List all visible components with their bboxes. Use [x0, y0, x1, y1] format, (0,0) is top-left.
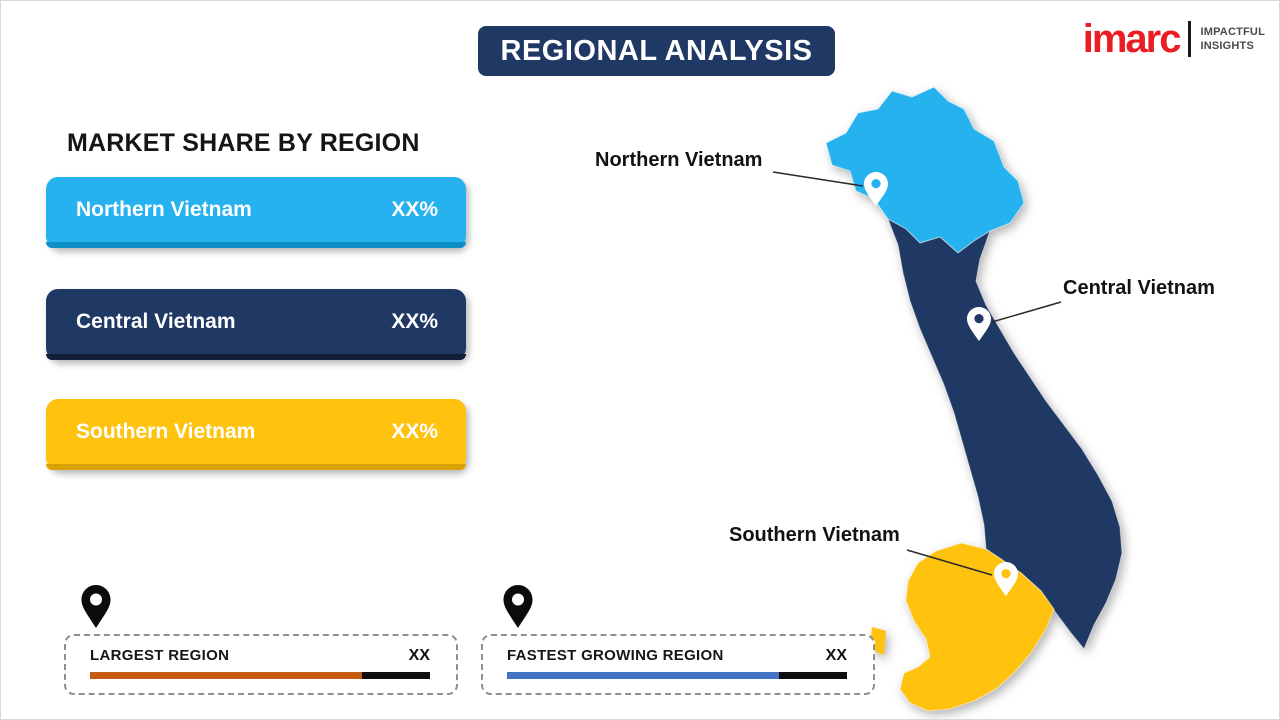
legend-box-largest-region: LARGEST REGION XX — [64, 634, 458, 695]
logo-tagline: IMPACTFUL INSIGHTS — [1200, 25, 1265, 54]
region-card-label: Southern Vietnam — [76, 419, 256, 443]
pin-hole — [512, 593, 524, 606]
region-card-label: Northern Vietnam — [76, 197, 252, 221]
legend-row: FASTEST GROWING REGION XX — [483, 636, 873, 665]
region-card-value: XX% — [391, 419, 438, 443]
legend-box-fastest-growing-region: FASTEST GROWING REGION XX — [481, 634, 875, 695]
region-card-northern: Northern Vietnam XX% — [46, 177, 466, 248]
map-pin-northern — [864, 172, 888, 206]
page-title: REGIONAL ANALYSIS — [500, 34, 813, 67]
pin-hole — [871, 179, 881, 189]
map-region-northern-vietnam — [825, 86, 1025, 254]
vietnam-map — [825, 86, 1123, 712]
logo-tagline-line2: INSIGHTS — [1200, 40, 1255, 52]
pin-body — [994, 562, 1018, 596]
pin-body — [503, 585, 533, 628]
pin-hole — [90, 593, 102, 606]
logo-divider — [1188, 21, 1192, 57]
map-region-central-vietnam — [887, 218, 1123, 650]
legend-bar-cap — [779, 672, 847, 679]
legend-value: XX — [408, 647, 430, 664]
location-pin-icon — [81, 585, 111, 628]
legend-bar-cap — [362, 672, 430, 679]
region-label-north: Northern Vietnam — [595, 149, 763, 171]
legend-bar — [507, 672, 847, 679]
region-card-central: Central Vietnam XX% — [46, 289, 466, 360]
pin-hole — [1001, 569, 1011, 579]
legend-label: LARGEST REGION — [90, 647, 230, 664]
logo-tagline-line1: IMPACTFUL — [1200, 25, 1265, 38]
pin-hole — [974, 314, 984, 324]
region-card-value: XX% — [391, 197, 438, 221]
legend-row: LARGEST REGION XX — [66, 636, 456, 665]
card-bottom-edge — [46, 242, 466, 248]
map-pin-southern — [994, 562, 1018, 596]
pin-body — [864, 172, 888, 206]
legend-label: FASTEST GROWING REGION — [507, 647, 724, 664]
region-card-value: XX% — [391, 309, 438, 333]
location-pin-icon — [503, 585, 533, 628]
region-card-label: Central Vietnam — [76, 309, 236, 333]
title-banner: REGIONAL ANALYSIS — [478, 26, 835, 76]
legend-bar-fill — [90, 672, 362, 679]
region-label-central: Central Vietnam — [1063, 277, 1215, 299]
pin-body — [81, 585, 111, 628]
legend-bar-fill — [507, 672, 779, 679]
imarc-logo: imarc IMPACTFUL INSIGHTS — [1082, 17, 1265, 61]
card-bottom-edge — [46, 354, 466, 360]
pin-body — [967, 307, 991, 341]
region-card-southern: Southern Vietnam XX% — [46, 399, 466, 470]
region-label-south: Southern Vietnam — [729, 524, 900, 546]
map-pin-central — [967, 307, 991, 341]
market-share-heading: MARKET SHARE BY REGION — [67, 129, 420, 157]
legend-value: XX — [825, 647, 847, 664]
logo-brand-text: imarc — [1082, 17, 1182, 61]
card-bottom-edge — [46, 464, 466, 470]
map-region-southern-vietnam — [899, 542, 1055, 712]
legend-bar — [90, 672, 430, 679]
